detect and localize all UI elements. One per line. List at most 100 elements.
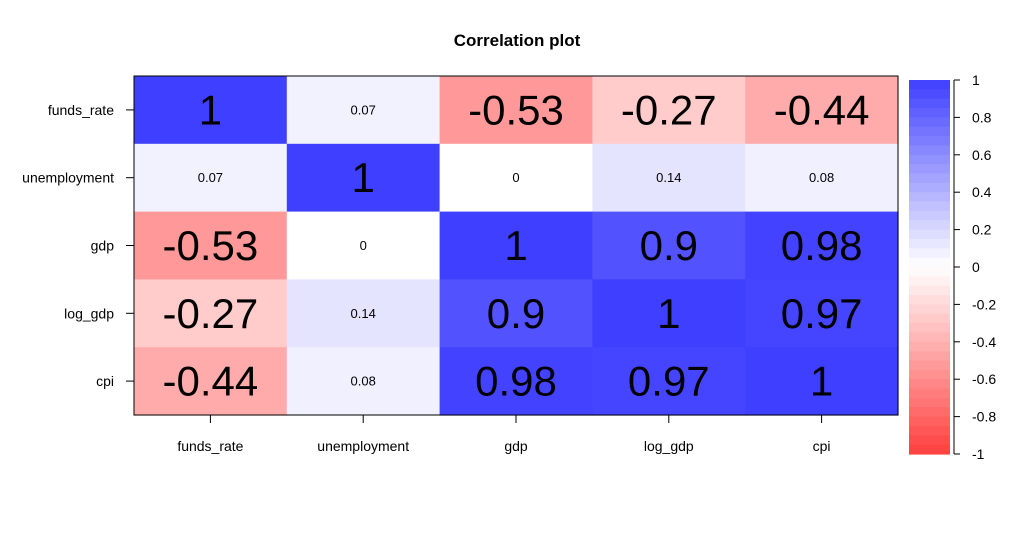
cell-value-label: -0.53	[163, 222, 259, 269]
cell-value-label: 1	[810, 358, 833, 405]
legend-swatch	[909, 173, 950, 184]
legend-swatch	[909, 154, 950, 165]
legend-swatch	[909, 351, 950, 362]
legend-swatch	[909, 323, 950, 334]
legend-swatch	[909, 267, 950, 277]
legend-swatch	[909, 80, 950, 90]
cell-value-label: -0.53	[468, 86, 564, 133]
heatmap-cell	[134, 211, 288, 280]
heatmap-cell	[286, 347, 441, 416]
legend-swatch	[909, 276, 950, 287]
cell-value-label: 0.14	[656, 170, 681, 185]
x-tick-label: cpi	[813, 438, 831, 454]
heatmap-cell	[286, 279, 441, 348]
cell-value-label: 0.97	[781, 290, 863, 337]
legend-swatch	[909, 145, 950, 156]
legend-tick-label: -0.4	[972, 334, 996, 350]
cell-value-label: 0	[512, 170, 519, 185]
legend-swatch	[909, 285, 950, 296]
legend-swatch	[909, 332, 950, 343]
heatmap-cell	[134, 347, 288, 416]
cell-value-label: 1	[657, 290, 680, 337]
cell-value-label: 1	[504, 222, 527, 269]
heatmap-cell	[439, 279, 593, 348]
legend-swatch	[909, 201, 950, 212]
legend-swatch	[909, 295, 950, 305]
legend-swatch	[909, 248, 950, 259]
x-tick-label: unemployment	[317, 438, 409, 454]
cell-value-label: 0.14	[351, 306, 376, 321]
x-tick-label: funds_rate	[177, 438, 243, 454]
cell-value-label: -0.27	[163, 290, 259, 337]
legend-swatch	[909, 220, 950, 231]
legend-swatch	[909, 89, 950, 100]
legend-tick-label: 0.4	[972, 184, 992, 200]
y-tick-label: funds_rate	[48, 102, 114, 118]
x-tick-label: log_gdp	[644, 438, 694, 454]
y-tick-label: log_gdp	[64, 305, 114, 321]
legend-swatch	[909, 369, 950, 380]
legend-tick-label: 0.8	[972, 109, 992, 125]
legend-swatch	[909, 192, 950, 203]
cell-value-label: 0.07	[351, 102, 376, 117]
heatmap-cell	[134, 279, 288, 348]
legend-swatch	[909, 304, 950, 315]
legend-swatch	[909, 425, 950, 436]
legend-swatch	[909, 407, 950, 418]
legend-swatch	[909, 313, 950, 324]
legend-tick-label: -1	[972, 446, 985, 462]
heatmap-cell	[286, 76, 441, 145]
cell-value-label: 0.97	[628, 358, 710, 405]
cell-value-label: 1	[352, 154, 375, 201]
legend-swatch	[909, 210, 950, 221]
heatmap-cell	[745, 76, 899, 145]
legend-swatch	[909, 136, 950, 147]
heatmap-cell	[592, 211, 746, 280]
legend-tick-label: 0.2	[972, 222, 992, 238]
heatmap-cell	[134, 143, 288, 213]
cell-value-label: 0.08	[351, 374, 376, 389]
cell-value-label: 0.07	[198, 170, 223, 185]
heatmap-cell	[439, 143, 593, 213]
legend-swatch	[909, 435, 950, 446]
legend-swatch	[909, 238, 950, 249]
heatmap-cell	[745, 143, 899, 213]
heatmap-cell	[439, 76, 593, 145]
legend-swatch	[909, 360, 950, 371]
legend-swatch	[909, 397, 950, 408]
cell-value-label: -0.44	[774, 86, 870, 133]
heatmap-cell	[592, 279, 746, 348]
cell-value-label: 0.08	[809, 170, 834, 185]
legend-swatch	[909, 229, 950, 240]
cell-value-label: 1	[199, 86, 222, 133]
legend-tick-label: -0.2	[972, 296, 996, 312]
heatmap-cell	[439, 347, 593, 416]
legend-swatch	[909, 257, 950, 268]
legend-swatch	[909, 126, 950, 137]
cell-value-label: -0.44	[163, 358, 259, 405]
axes: funds_rateunemploymentgdplog_gdpcpifunds…	[22, 102, 830, 454]
legend-tick-label: 1	[972, 72, 980, 88]
cell-value-label: 0.98	[475, 358, 557, 405]
legend-swatch	[909, 341, 950, 352]
legend-tick-label: 0.6	[972, 147, 992, 163]
heatmap-cell	[745, 347, 899, 416]
cell-value-label: 0.98	[781, 222, 863, 269]
y-tick-label: unemployment	[22, 170, 114, 186]
legend-swatch	[909, 379, 950, 390]
heatmap-cell	[745, 211, 899, 280]
cell-value-label: -0.27	[621, 86, 717, 133]
chart-title: Correlation plot	[454, 31, 581, 50]
legend-swatch	[909, 388, 950, 399]
legend-tick-label: -0.8	[972, 409, 996, 425]
heatmap-cell	[592, 143, 746, 213]
legend-swatch	[909, 182, 950, 193]
heatmap-cell	[592, 76, 746, 145]
heatmap-cell	[286, 143, 441, 213]
legend-swatch	[909, 416, 950, 427]
cell-value-label: 0.9	[640, 222, 698, 269]
legend-swatch	[909, 117, 950, 128]
heatmap-cell	[286, 211, 441, 280]
